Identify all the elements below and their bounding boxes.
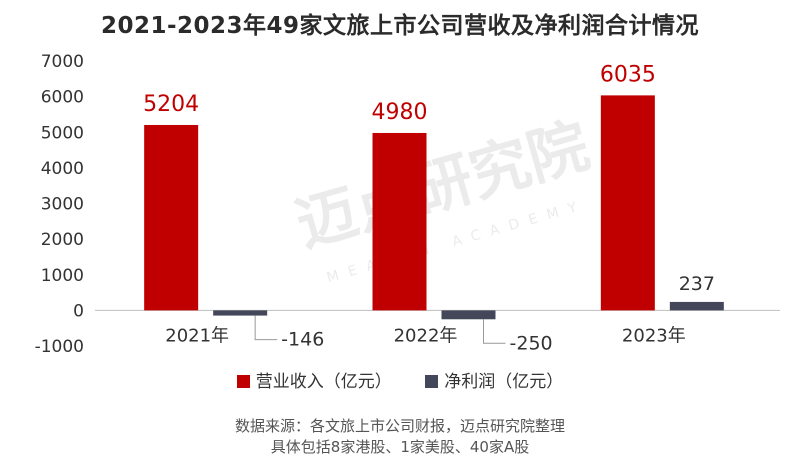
category-labels: 2021年 2022年 2023年 (165, 325, 685, 346)
legend-swatch-net-profit (425, 375, 439, 388)
value-leader-line (483, 319, 506, 344)
legend-item-net-profit: 净利润（亿元） (425, 367, 563, 392)
value-label-net-profit: -250 (510, 332, 553, 354)
bar-revenue (372, 132, 427, 311)
bar-revenue (600, 95, 655, 311)
y-tick-label: 7000 (41, 52, 84, 72)
x-category-label: 2022年 (394, 325, 458, 346)
y-tick-label: 5000 (41, 123, 84, 143)
bar-net-profit (669, 301, 724, 311)
value-leader-line (254, 315, 278, 341)
x-category-label: 2021年 (165, 325, 229, 346)
legend-item-revenue: 营业收入（亿元） (236, 367, 392, 392)
y-tick-label: -1000 (35, 337, 84, 357)
legend: 营业收入（亿元） 净利润（亿元） (0, 367, 800, 392)
y-tick-label: 0 (73, 301, 84, 321)
legend-label-net-profit: 净利润（亿元） (444, 372, 564, 392)
y-axis-ticks: -1000 0 1000 2000 3000 4000 5000 6000 7000 (35, 52, 84, 357)
x-category-label: 2023年 (622, 325, 686, 346)
value-label-net-profit: -146 (281, 329, 324, 351)
y-tick-label: 3000 (41, 195, 84, 215)
value-labels: 5204 -146 4980 -250 6035 237 (143, 62, 715, 354)
value-label-revenue: 6035 (600, 62, 656, 87)
source-note: 数据来源：各文旅上市公司财报，迈点研究院整理 具体包括8家港股、1家美股、40家… (0, 416, 800, 458)
value-label-revenue: 4980 (372, 100, 428, 125)
y-tick-label: 4000 (41, 159, 84, 179)
legend-label-revenue: 营业收入（亿元） (255, 372, 392, 392)
legend-swatch-revenue (236, 375, 250, 388)
y-tick-label: 6000 (41, 88, 84, 108)
source-line-1: 数据来源：各文旅上市公司财报，迈点研究院整理 (234, 417, 565, 435)
chart-title: 2021-2023年49家文旅上市公司营收及净利润合计情况 (100, 13, 700, 39)
source-line-2: 具体包括8家港股、1家美股、40家A股 (270, 438, 530, 456)
value-label-net-profit: 237 (679, 273, 715, 295)
bar-net-profit (213, 310, 268, 316)
y-tick-label: 2000 (41, 230, 84, 250)
value-label-revenue: 5204 (143, 92, 199, 117)
y-tick-label: 1000 (41, 266, 84, 286)
bar-net-profit (441, 310, 496, 320)
bars (144, 95, 724, 320)
bar-revenue (144, 124, 199, 311)
